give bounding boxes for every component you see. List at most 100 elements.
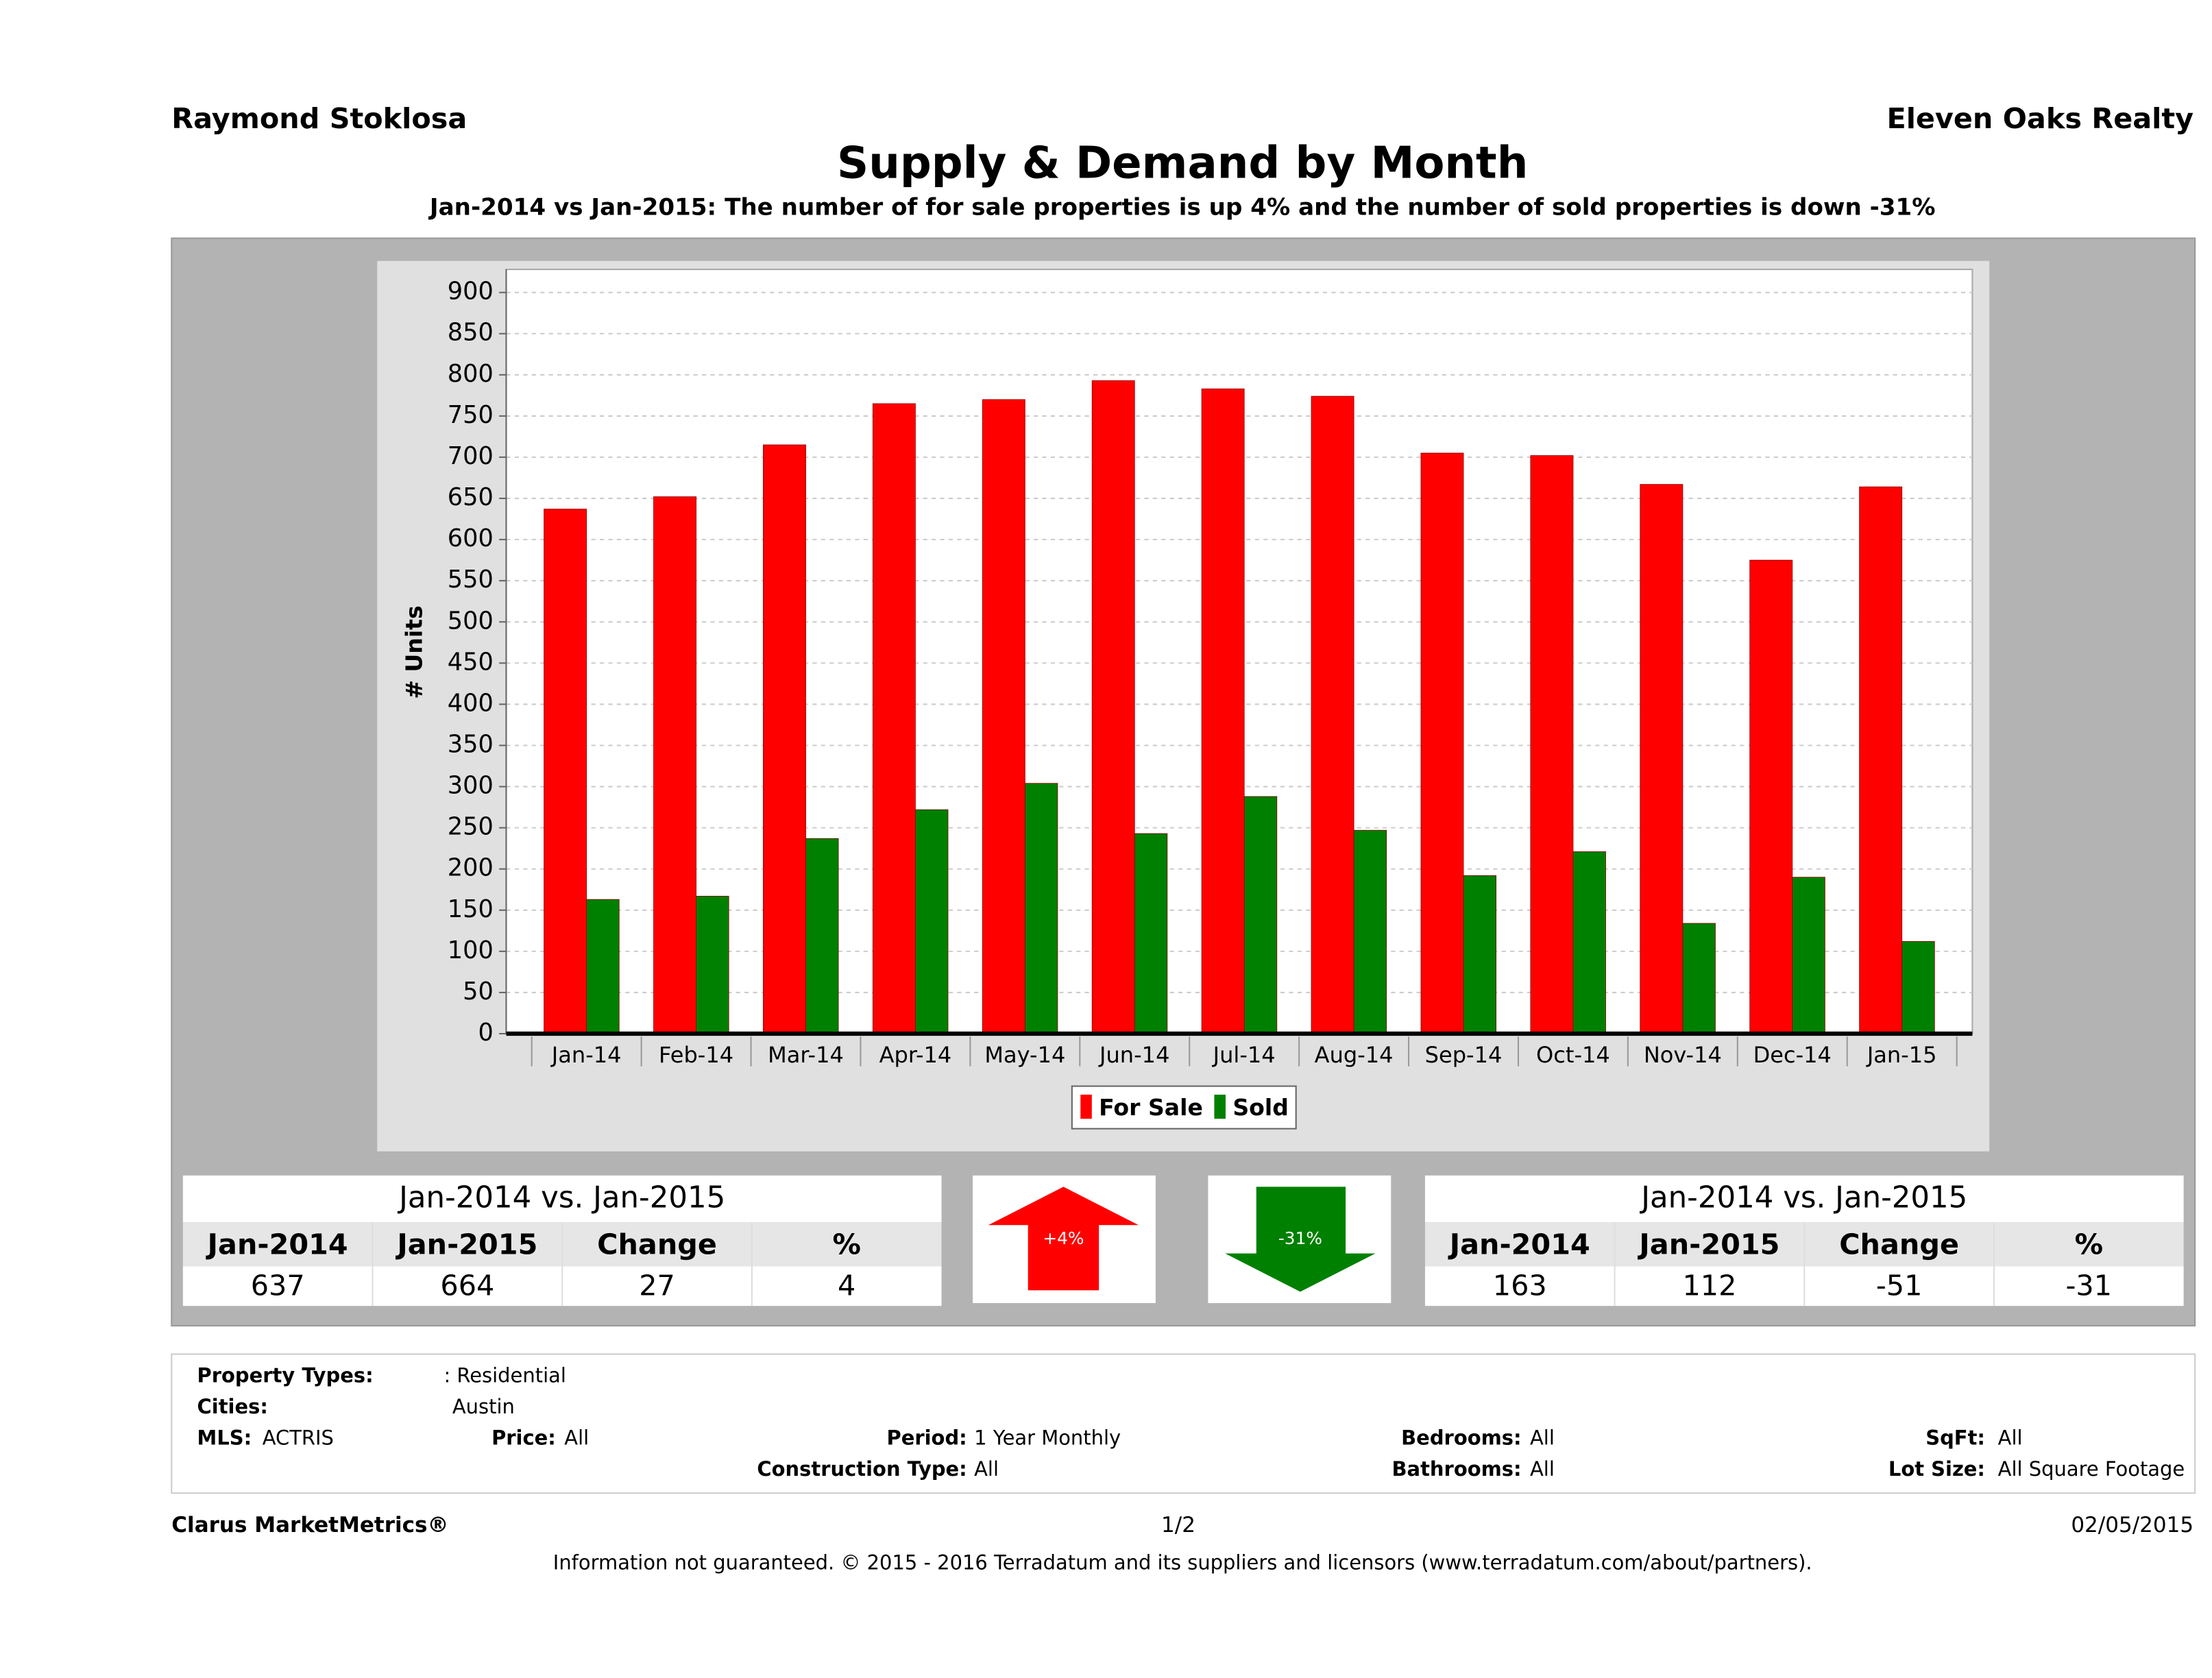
- filter-label: MLS:: [197, 1426, 252, 1450]
- filter-value: : Residential: [443, 1364, 566, 1387]
- filter-label: Period:: [887, 1426, 967, 1450]
- y-tick-label: 0: [478, 1019, 493, 1047]
- y-tick-label: 200: [448, 854, 494, 882]
- down-arrow-label: -31%: [1278, 1228, 1322, 1248]
- filter-value: ACTRIS: [263, 1426, 334, 1450]
- bar: [872, 403, 916, 1034]
- table-value: 112: [1682, 1269, 1736, 1302]
- legend-label: Sold: [1232, 1094, 1289, 1121]
- bar: [1572, 851, 1606, 1034]
- x-tick-label: Aug-14: [1315, 1042, 1394, 1068]
- x-tick-label: Sep-14: [1425, 1042, 1503, 1068]
- y-tick-label: 100: [448, 936, 494, 964]
- table-header: Jan-2014: [1448, 1228, 1590, 1261]
- report-date: 02/05/2015: [2071, 1513, 2193, 1537]
- bar: [805, 838, 839, 1034]
- filter-value: All: [1998, 1426, 2023, 1450]
- disclaimer: Information not guaranteed. © 2015 - 201…: [553, 1551, 1812, 1574]
- up-arrow-label: +4%: [1043, 1228, 1084, 1248]
- filters-panel: [171, 1353, 2196, 1494]
- legend: [1071, 1085, 1297, 1130]
- filter-label: Lot Size:: [1888, 1457, 1985, 1481]
- y-tick-label: 550: [448, 566, 494, 594]
- filter-value: Austin: [452, 1395, 515, 1418]
- up-arrow: [988, 1187, 1139, 1291]
- y-axis-label: # Units: [401, 605, 428, 698]
- y-tick-label: 500: [448, 607, 494, 635]
- bar: [1901, 941, 1935, 1034]
- filter-label: Bathrooms:: [1391, 1457, 1521, 1481]
- bar: [763, 444, 806, 1034]
- bar: [1353, 829, 1387, 1034]
- filter-label: Cities:: [197, 1395, 268, 1418]
- filter-value: All: [1530, 1426, 1555, 1450]
- bar: [1420, 452, 1464, 1034]
- y-tick-label: 600: [448, 524, 494, 552]
- y-tick-label: 350: [448, 731, 494, 759]
- table-header: Change: [597, 1228, 717, 1261]
- table-header: %: [2075, 1228, 2103, 1261]
- table-header: Jan-2014: [206, 1228, 348, 1261]
- table-value: -31: [2066, 1269, 2113, 1302]
- legend-swatch: [1080, 1094, 1092, 1119]
- table-title-row: [182, 1175, 942, 1223]
- y-tick-label: 850: [448, 319, 494, 347]
- bar: [1792, 877, 1825, 1034]
- filter-label: SqFt:: [1925, 1426, 1985, 1450]
- bar: [544, 509, 587, 1034]
- company-name: Eleven Oaks Realty: [1886, 102, 2193, 135]
- bar: [586, 899, 620, 1034]
- y-tick-label: 400: [448, 689, 494, 717]
- filter-value: All Square Footage: [1998, 1457, 2185, 1481]
- summary-tables: Jan-2014 vs. Jan-2015 Jan-2014 637 Jan-2015…: [182, 1175, 2184, 1306]
- bar: [1682, 923, 1716, 1034]
- agent-name: Raymond Stoklosa: [171, 102, 467, 135]
- filter-value: 1 Year Monthly: [974, 1426, 1121, 1450]
- table-header: Change: [1839, 1228, 1959, 1261]
- page-number: 1/2: [1161, 1513, 1195, 1537]
- bar: [1640, 484, 1684, 1034]
- table-value: -51: [1876, 1269, 1923, 1302]
- y-tick-label: 450: [448, 648, 494, 676]
- bar: [1201, 388, 1245, 1034]
- x-tick-label: Jun-14: [1098, 1042, 1169, 1068]
- table-title-row: [1424, 1175, 2184, 1223]
- y-tick-label: 50: [463, 977, 494, 1006]
- filter-label: Price:: [491, 1426, 556, 1450]
- y-tick-label: 900: [448, 278, 494, 306]
- filter-label: Bedrooms:: [1401, 1426, 1521, 1450]
- y-tick-label: 300: [448, 772, 494, 800]
- filter-label: Property Types:: [197, 1364, 374, 1387]
- x-tick-label: Jul-14: [1212, 1042, 1276, 1068]
- filter-value: All: [974, 1457, 999, 1481]
- y-tick-label: 150: [448, 895, 494, 923]
- filter-value: All: [564, 1426, 589, 1450]
- bar: [1243, 796, 1278, 1034]
- legend-items: For Sale Sold: [1080, 1094, 1289, 1121]
- y-tick-label: 750: [448, 401, 494, 429]
- bar: [982, 399, 1025, 1034]
- table-header: Jan-2015: [1637, 1228, 1779, 1261]
- table-title: Jan-2014 vs. Jan-2015: [397, 1181, 725, 1215]
- x-tick-label: Jan-15: [1866, 1042, 1937, 1068]
- table-value: 27: [639, 1269, 675, 1302]
- bar: [696, 895, 729, 1034]
- bar: [653, 496, 697, 1034]
- x-tick-label: Oct-14: [1536, 1042, 1610, 1068]
- x-tick-label: Feb-14: [659, 1042, 733, 1068]
- table-value: 637: [251, 1269, 305, 1302]
- table-header: %: [832, 1228, 860, 1261]
- chart-title: Supply & Demand by Month: [837, 138, 1528, 189]
- filter-label: Construction Type:: [757, 1457, 967, 1481]
- bar: [1311, 396, 1354, 1034]
- bar: [1749, 559, 1793, 1034]
- x-tick-label: Mar-14: [768, 1042, 844, 1068]
- x-tick-label: Apr-14: [879, 1042, 952, 1068]
- table-header: Jan-2015: [395, 1228, 537, 1261]
- table-value: 4: [838, 1269, 855, 1302]
- bar: [1134, 833, 1168, 1034]
- filter-value: All: [1530, 1457, 1555, 1481]
- legend-swatch: [1214, 1094, 1226, 1119]
- bar: [1859, 486, 1903, 1034]
